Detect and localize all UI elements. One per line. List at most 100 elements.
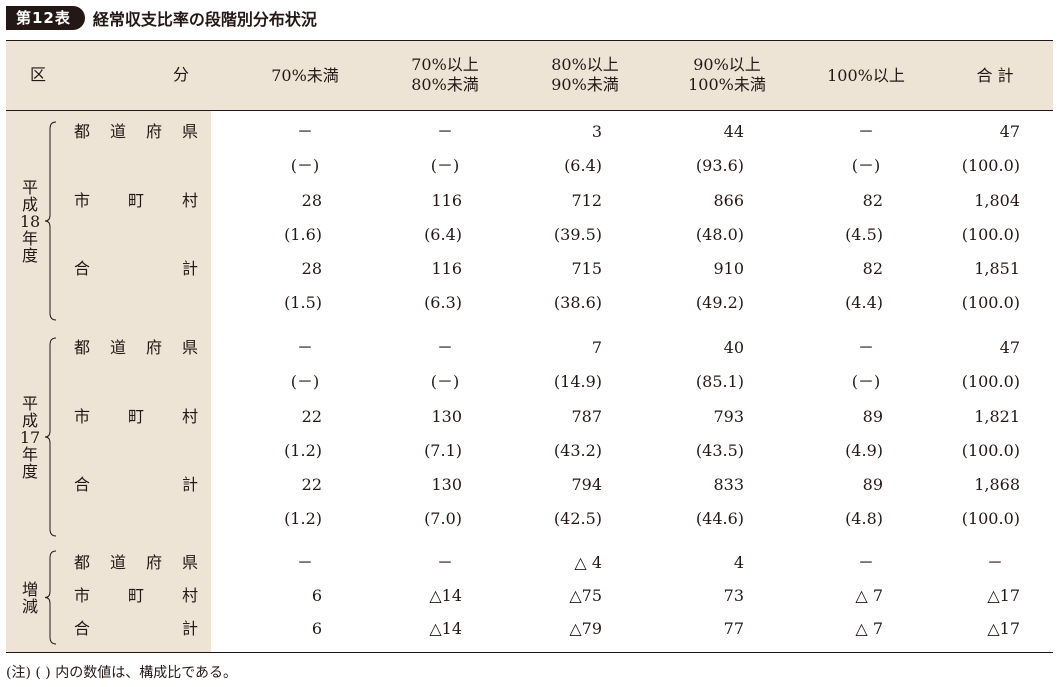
row-label-2: 合計: [74, 260, 198, 278]
group-brace: [44, 121, 57, 321]
cell-diff: 6: [311, 619, 322, 638]
row-label-char: 町: [127, 190, 144, 210]
cell-diff: －: [296, 553, 313, 572]
group-label-char: 平: [21, 177, 38, 197]
cell-percent: (4.4): [845, 293, 883, 312]
group-label-char: 年: [21, 228, 38, 248]
row-label-char: 県: [181, 122, 198, 141]
cell-diff: －: [857, 553, 874, 572]
cell-percent: (100.0): [961, 293, 1020, 312]
cell-diff: －: [436, 553, 453, 572]
cell-value: 7: [591, 338, 602, 357]
cell-percent: (43.5): [695, 440, 744, 460]
row-label-char: 府: [145, 338, 162, 357]
group-label-char: 17: [19, 427, 41, 447]
cell-diff: △17: [987, 586, 1020, 605]
group-label-char: 年: [21, 444, 38, 464]
cell-value: －: [857, 338, 874, 357]
cell-value: 130: [431, 475, 462, 494]
cell-value: 1,851: [974, 259, 1020, 278]
cell-percent: (4.5): [845, 224, 883, 244]
group-label-char: 度: [21, 245, 38, 265]
group-label-char: 平: [21, 393, 38, 413]
column-header: 合 計: [976, 66, 1014, 85]
row-label-0: 都道府県: [74, 123, 198, 141]
column-header: 80%以上 90%未満: [551, 55, 619, 94]
group-brace: [44, 337, 57, 537]
top-rule: [6, 40, 1053, 41]
row-label-char: 合: [74, 475, 91, 494]
cell-diff: △79: [569, 619, 602, 638]
table-number-badge: 第12表: [6, 6, 85, 30]
column-header: 90%以上 100%未満: [688, 55, 766, 94]
cell-percent: (－): [290, 372, 320, 391]
cell-diff: △14: [429, 619, 462, 638]
row-label-char: 市: [74, 190, 91, 210]
cell-value: 794: [571, 475, 602, 494]
cell-value: 866: [713, 190, 744, 210]
row-label-char: 府: [145, 553, 162, 572]
row-label-char: 道: [109, 553, 126, 572]
column-header: 100%以上: [827, 66, 905, 85]
cell-value: 793: [713, 406, 744, 426]
row-label-char: 計: [181, 475, 198, 494]
row-label-char: 市: [74, 406, 91, 426]
row-label-1: 市町村: [74, 406, 198, 426]
cell-value: 712: [571, 190, 602, 210]
cell-value: －: [296, 338, 313, 357]
cell-percent: (39.5): [553, 224, 602, 244]
cell-diff: △75: [569, 586, 602, 605]
row-label-char: 計: [181, 619, 198, 638]
row-label-char: 合: [74, 619, 91, 638]
column-header: 70%以上 80%未満: [411, 55, 479, 94]
cell-value: 40: [723, 338, 744, 357]
group-label: 平成 17 年度: [18, 337, 42, 537]
row-label-char: 合: [74, 259, 91, 278]
row-label-char: 村: [181, 190, 198, 210]
table-title: 第12表 経常収支比率の段階別分布状況: [6, 5, 317, 31]
row-label-1: 市町村: [74, 587, 198, 605]
cell-percent: (1.5): [284, 293, 322, 312]
row-label-char: 都: [74, 122, 91, 141]
table-note: (注) ( ) 内の数値は、構成比である。: [6, 665, 238, 681]
cell-percent: (7.0): [424, 509, 462, 528]
cell-value: －: [436, 122, 453, 141]
group-brace: [44, 550, 57, 645]
cell-value: 910: [713, 259, 744, 278]
group-label: 増減: [18, 550, 42, 645]
cell-diff: △ 4: [574, 553, 602, 572]
cell-percent: (1.2): [284, 509, 322, 528]
group-label-char: 18: [19, 211, 41, 231]
row-label-char: 町: [127, 586, 144, 605]
cell-diff: △17: [987, 619, 1020, 638]
cell-diff: △ 7: [855, 586, 883, 605]
cell-value: 1,821: [974, 406, 1020, 426]
row-label-char: 村: [181, 586, 198, 605]
row-label-char: 道: [109, 122, 126, 141]
cell-percent: (93.6): [695, 156, 744, 175]
cell-percent: (49.2): [695, 293, 744, 312]
cell-percent: (－): [851, 156, 881, 175]
cell-diff: －: [986, 553, 1003, 572]
cell-value: 22: [301, 406, 322, 426]
table-caption: 経常収支比率の段階別分布状況: [92, 10, 317, 29]
cell-value: 82: [862, 190, 883, 210]
cell-percent: (－): [430, 156, 460, 175]
cell-value: 28: [301, 190, 322, 210]
cell-percent: (7.1): [424, 440, 462, 460]
cell-value: 82: [862, 259, 883, 278]
row-label-char: 町: [127, 406, 144, 426]
cell-percent: (43.2): [553, 440, 602, 460]
group-label-char: 減: [21, 596, 38, 616]
group-label-char: 成: [21, 410, 38, 430]
bottom-rule: [6, 652, 1053, 653]
cell-value: 1,804: [974, 190, 1020, 210]
cell-percent: (6.4): [424, 224, 462, 244]
cell-percent: (1.2): [284, 440, 322, 460]
cell-value: 47: [999, 338, 1020, 357]
row-label-char: 府: [145, 122, 162, 141]
cell-value: 47: [999, 122, 1020, 141]
cell-diff: △14: [429, 586, 462, 605]
row-label-char: 村: [181, 406, 198, 426]
group-label: 平成 18 年度: [18, 121, 42, 321]
